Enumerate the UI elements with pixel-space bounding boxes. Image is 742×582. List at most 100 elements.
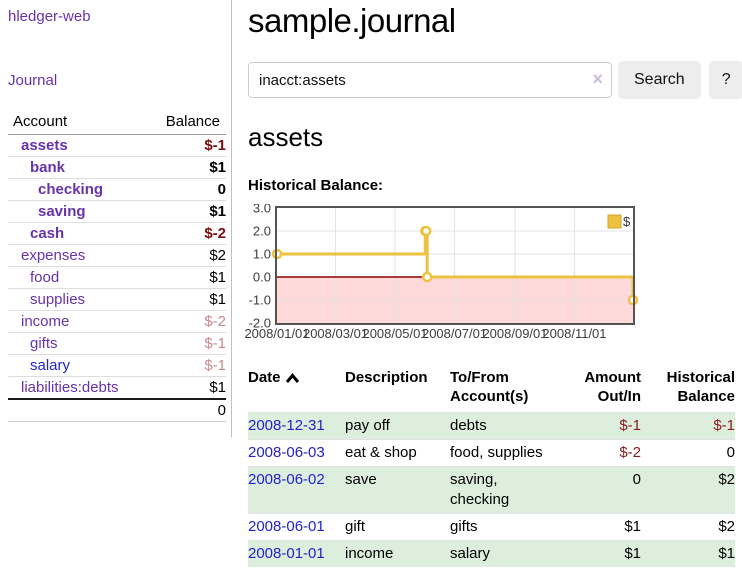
transaction-accounts: debts bbox=[450, 412, 562, 440]
transaction-accounts: salary bbox=[450, 540, 562, 567]
account-link-cash[interactable]: cash bbox=[30, 225, 65, 242]
account-row: supplies $1 bbox=[8, 288, 226, 311]
sort-ascending-icon bbox=[285, 370, 300, 387]
account-heading: assets bbox=[248, 122, 324, 152]
svg-text:-2.0: -2.0 bbox=[249, 316, 271, 331]
account-row: bank $1 bbox=[8, 156, 226, 179]
transaction-date-link[interactable]: 2008-12-31 bbox=[248, 417, 325, 434]
column-header-description: Description bbox=[345, 369, 428, 386]
transactions-table: Date Description To/From Account(s) Amou… bbox=[248, 366, 735, 567]
svg-text:2008/07/01: 2008/07/01 bbox=[422, 326, 487, 341]
transaction-row: 2008-06-02 save saving, checking 0 $2 bbox=[248, 466, 735, 514]
transaction-description: income bbox=[345, 540, 450, 567]
search-button[interactable]: Search bbox=[618, 61, 701, 99]
transaction-accounts: saving, checking bbox=[450, 466, 562, 514]
account-balance: $-1 bbox=[204, 137, 226, 154]
account-row: income $-2 bbox=[8, 310, 226, 333]
account-row: cash $-2 bbox=[8, 222, 226, 245]
column-header-accounts: To/From Account(s) bbox=[450, 369, 529, 405]
account-row: gifts $-1 bbox=[8, 332, 226, 355]
transaction-accounts: food, supplies bbox=[450, 439, 562, 467]
column-header-amount: Amount Out/In bbox=[584, 369, 641, 405]
account-balance: $1 bbox=[145, 288, 226, 311]
sidebar: hledger-web Journal Account Balance asse… bbox=[0, 0, 232, 567]
svg-text:$: $ bbox=[623, 214, 631, 229]
account-row: salary $-1 bbox=[8, 354, 226, 377]
transaction-date-link[interactable]: 2008-06-02 bbox=[248, 471, 325, 488]
transaction-description: pay off bbox=[345, 412, 450, 440]
account-balance: $1 bbox=[145, 156, 226, 179]
balance-column-header: Balance bbox=[145, 111, 226, 135]
account-link-food[interactable]: food bbox=[30, 269, 60, 286]
transaction-date-link[interactable]: 2008-06-01 bbox=[248, 518, 325, 535]
transaction-date-link[interactable]: 2008-01-01 bbox=[248, 545, 325, 562]
sidebar-divider bbox=[231, 0, 232, 437]
svg-text:-1.0: -1.0 bbox=[249, 293, 271, 308]
hledger-web-page: hledger-web Journal Account Balance asse… bbox=[0, 0, 742, 567]
account-link-saving[interactable]: saving bbox=[38, 203, 86, 220]
account-balance: $2 bbox=[145, 244, 226, 267]
account-balance: 0 bbox=[145, 178, 226, 201]
clear-search-icon[interactable]: × bbox=[592, 69, 603, 89]
transaction-amount: $1 bbox=[562, 540, 641, 567]
transaction-row: 2008-12-31 pay off debts $-1 $-1 bbox=[248, 412, 735, 440]
account-link-income[interactable]: income bbox=[21, 313, 70, 330]
svg-text:2008/01/01: 2008/01/01 bbox=[244, 326, 309, 341]
account-row: liabilities:debts $1 bbox=[8, 376, 226, 399]
account-column-header: Account bbox=[8, 111, 146, 135]
svg-text:1.0: 1.0 bbox=[253, 247, 271, 262]
account-link-gifts[interactable]: gifts bbox=[30, 335, 58, 352]
svg-text:2008/03/01: 2008/03/01 bbox=[303, 326, 368, 341]
accounts-total-row: 0 bbox=[8, 398, 226, 422]
account-balance: $1 bbox=[145, 200, 226, 223]
transaction-description: gift bbox=[345, 513, 450, 541]
transaction-row: 2008-01-01 income salary $1 $1 bbox=[248, 540, 735, 567]
account-row: expenses $2 bbox=[8, 244, 226, 267]
transaction-amount: $-2 bbox=[562, 439, 641, 467]
account-row: saving $1 bbox=[8, 200, 226, 223]
transaction-amount: $1 bbox=[562, 513, 641, 541]
search-input[interactable] bbox=[248, 62, 612, 98]
account-row: assets $-1 bbox=[8, 135, 226, 157]
account-link-checking[interactable]: checking bbox=[38, 181, 104, 198]
transaction-balance: $2 bbox=[641, 513, 735, 541]
transaction-balance: $1 bbox=[641, 540, 735, 567]
transaction-accounts: gifts bbox=[450, 513, 562, 541]
transaction-date-link[interactable]: 2008-06-03 bbox=[248, 444, 325, 461]
account-link-liabilities-debts[interactable]: liabilities:debts bbox=[21, 379, 119, 396]
transaction-balance: $2 bbox=[641, 466, 735, 514]
account-row: checking 0 bbox=[8, 178, 226, 201]
svg-text:2.0: 2.0 bbox=[253, 224, 271, 239]
transaction-amount: 0 bbox=[562, 466, 641, 514]
account-link-expenses[interactable]: expenses bbox=[21, 247, 86, 264]
brand-link[interactable]: hledger-web bbox=[8, 8, 91, 25]
svg-text:2008/09/01: 2008/09/01 bbox=[482, 326, 547, 341]
account-balance: $1 bbox=[145, 376, 226, 399]
transaction-balance: $-1 bbox=[641, 412, 735, 440]
search-form: × Search ? bbox=[248, 61, 742, 99]
svg-text:0.0: 0.0 bbox=[253, 270, 271, 285]
account-balance: $-1 bbox=[145, 332, 226, 355]
sidebar-item-journal[interactable]: Journal bbox=[8, 72, 58, 89]
account-link-salary[interactable]: salary bbox=[30, 357, 71, 374]
column-header-balance: Historical Balance bbox=[666, 369, 735, 405]
page-title: sample.journal bbox=[248, 2, 456, 39]
svg-text:3.0: 3.0 bbox=[253, 204, 271, 216]
historical-balance-chart: $3.0 2.0 1.0 0.0 -1.0 -2.0 2008/01/01 2008/03/0… bbox=[242, 201, 642, 350]
account-link-bank[interactable]: bank bbox=[30, 159, 66, 176]
svg-text:2008/05/01: 2008/05/01 bbox=[362, 326, 427, 341]
chart-title: Historical Balance: bbox=[248, 177, 384, 194]
account-link-assets[interactable]: assets bbox=[21, 137, 68, 154]
account-link-supplies[interactable]: supplies bbox=[30, 291, 86, 308]
account-balance: $-2 bbox=[145, 310, 226, 333]
column-header-date[interactable]: Date bbox=[248, 366, 345, 413]
accounts-balance-table: Account Balance assets $-1 bank $1 check… bbox=[8, 111, 226, 422]
account-balance: $-2 bbox=[145, 222, 226, 245]
account-row: food $1 bbox=[8, 266, 226, 289]
help-button[interactable]: ? bbox=[708, 61, 742, 99]
transaction-amount: $-1 bbox=[562, 412, 641, 440]
svg-text:2008/11/01: 2008/11/01 bbox=[542, 326, 606, 341]
transaction-balance: 0 bbox=[641, 439, 735, 467]
transaction-description: save bbox=[345, 466, 450, 514]
main-content: sample.journal × Search ? assets Histori… bbox=[232, 0, 742, 567]
